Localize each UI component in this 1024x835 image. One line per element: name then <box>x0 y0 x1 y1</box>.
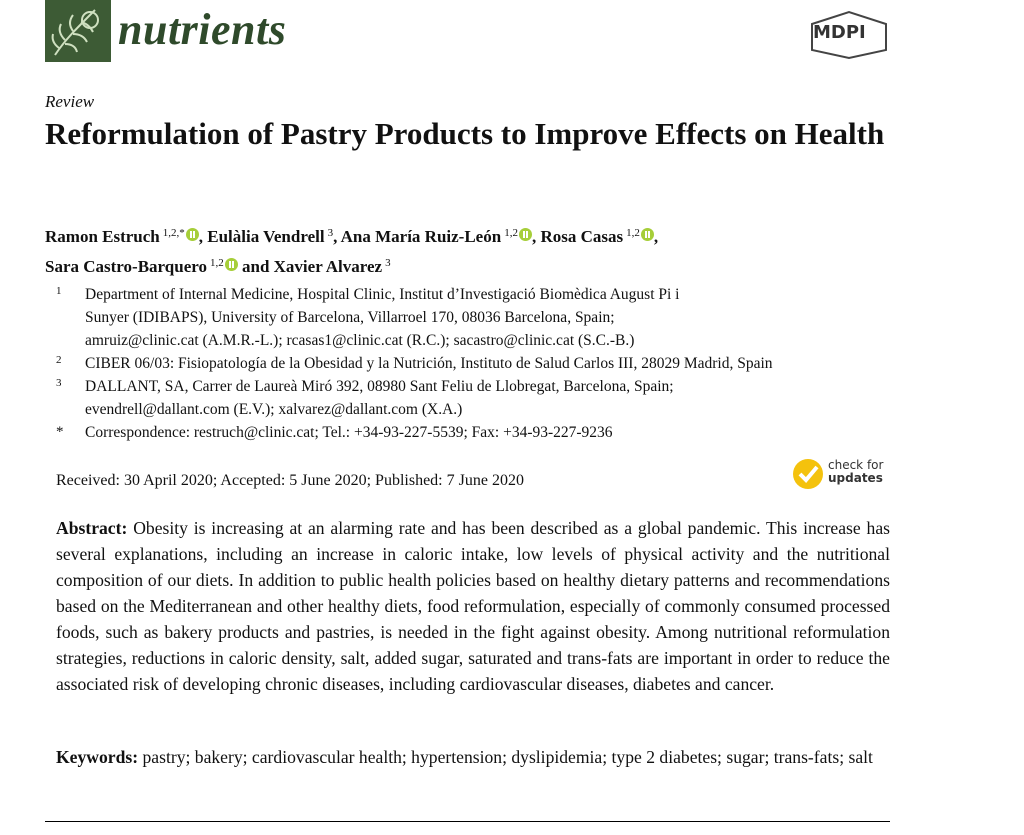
check-for-updates-line[interactable]: check for <box>828 458 884 472</box>
conjunction: and <box>241 257 270 276</box>
author-affiliation: 3 <box>327 227 334 239</box>
affiliation-line: Department of Internal Medicine, Hospita… <box>85 286 680 303</box>
orcid-icon[interactable] <box>185 228 199 241</box>
affiliation-text: DALLANT, SA, Carrer de Laureà Miró 392, … <box>85 375 674 421</box>
check-for-updates[interactable]: check for updates <box>828 459 883 485</box>
divider <box>45 821 890 822</box>
separator: , <box>531 227 537 246</box>
affiliation-line: DALLANT, SA, Carrer de Laureà Miró 392, … <box>85 378 674 395</box>
affiliation-marker: 3 <box>56 377 62 389</box>
affiliation-marker: 2 <box>56 354 62 366</box>
author-affiliation: 1,2 <box>504 227 518 239</box>
check-for-updates-icon[interactable] <box>792 456 892 492</box>
affiliation-text: Department of Internal Medicine, Hospita… <box>85 283 679 352</box>
affiliation-line: CIBER 06/03: Fisiopatología de la Obesid… <box>85 355 773 372</box>
separator: , <box>653 227 659 246</box>
affiliation: * Correspondence: restruch@clinic.cat; Te… <box>56 421 773 444</box>
abstract: Abstract: Obesity is increasing at an al… <box>56 515 890 697</box>
author-name: Ramon Estruch <box>45 227 160 246</box>
author-name: Ana María Ruiz-León <box>340 227 502 246</box>
journal-logo <box>45 0 111 62</box>
abstract-text: Obesity is increasing at an alarming rat… <box>56 518 890 694</box>
affiliation-marker: * <box>56 424 64 440</box>
publisher-logo <box>811 10 887 60</box>
article-title: Reformulation of Pastry Products to Impr… <box>45 116 885 151</box>
author-affiliation: 1,2,* <box>162 227 185 239</box>
affiliation-line: evendrell@dallant.com (E.V.); xalvarez@d… <box>85 401 463 418</box>
author-name: Xavier Alvarez <box>273 257 383 276</box>
author-name: Eulàlia Vendrell <box>207 227 325 246</box>
author-affiliation: 1,2 <box>209 257 224 269</box>
check-for-updates-line[interactable]: updates <box>828 471 883 485</box>
abstract-label: Abstract: <box>56 518 128 538</box>
author-name: Rosa Casas <box>540 227 624 246</box>
author-list: Ramon Estruch 1,2,*, Eulàlia Vendrell 3, A… <box>45 220 905 280</box>
affiliation-text: CIBER 06/03: Fisiopatología de la Obesid… <box>85 352 773 375</box>
author-affiliation: 1,2 <box>626 227 640 239</box>
separator: , <box>333 227 338 246</box>
affiliations: 1 Department of Internal Medicine, Hospit… <box>56 283 773 444</box>
affiliation: 3 DALLANT, SA, Carrer de Laureà Miró 392,… <box>56 375 773 421</box>
publisher-name: MDPI <box>813 22 866 43</box>
author-affiliation: 3 <box>385 257 391 269</box>
author-name: Sara Castro-Barquero <box>45 257 207 276</box>
keywords-label: Keywords: <box>56 747 139 767</box>
article-type: Review <box>45 92 95 111</box>
orcid-icon[interactable] <box>640 228 654 241</box>
affiliation: 2 CIBER 06/03: Fisiopatología de la Obesi… <box>56 352 773 375</box>
affiliation-line: amruiz@clinic.cat (A.M.R.-L.); rcasas1@c… <box>85 332 635 349</box>
journal-name: nutrients <box>118 5 287 54</box>
affiliation-line: Correspondence: restruch@clinic.cat; Tel… <box>85 424 613 441</box>
separator: , <box>198 227 204 246</box>
affiliation: 1 Department of Internal Medicine, Hospit… <box>56 283 773 352</box>
keywords-text: pastry; bakery; cardiovascular health; h… <box>142 747 873 767</box>
publication-dates: Received: 30 April 2020; Accepted: 5 Jun… <box>56 472 524 489</box>
orcid-icon[interactable] <box>518 228 532 241</box>
affiliation-marker: 1 <box>56 285 62 297</box>
orcid-icon[interactable] <box>224 258 238 271</box>
affiliation-text: Correspondence: restruch@clinic.cat; Tel… <box>85 421 613 444</box>
keywords: Keywords: pastry; bakery; cardiovascular… <box>56 744 890 770</box>
affiliation-line: Sunyer (IDIBAPS), University of Barcelon… <box>85 309 615 326</box>
